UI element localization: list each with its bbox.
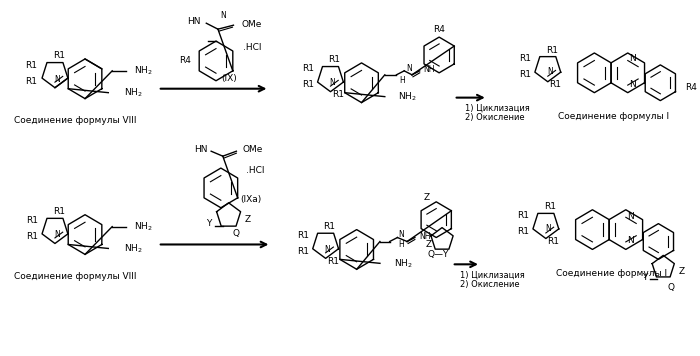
Text: Q—Y: Q—Y: [428, 250, 449, 259]
Text: R1: R1: [25, 77, 38, 86]
Text: Z: Z: [426, 240, 431, 249]
Text: R1: R1: [52, 207, 65, 216]
Text: 2) Окисление: 2) Окисление: [459, 280, 519, 289]
Text: R1: R1: [519, 54, 531, 63]
Text: R1: R1: [332, 90, 344, 99]
Text: R1: R1: [52, 52, 65, 61]
Text: NH$_2$: NH$_2$: [124, 87, 143, 99]
Text: N: N: [406, 64, 412, 73]
Text: R1: R1: [519, 70, 531, 79]
Text: Z: Z: [679, 267, 685, 276]
Text: NH$_2$: NH$_2$: [393, 257, 412, 269]
Text: R1: R1: [27, 216, 38, 225]
Text: R1: R1: [546, 46, 558, 54]
Text: NH$_2$: NH$_2$: [134, 220, 152, 233]
Text: H: H: [398, 240, 404, 249]
Text: R1: R1: [328, 257, 340, 266]
Text: 1) Циклизация: 1) Циклизация: [459, 271, 524, 280]
Text: N: N: [547, 67, 552, 76]
Text: N: N: [629, 80, 636, 89]
Text: Y: Y: [206, 219, 211, 228]
Text: R1: R1: [25, 61, 38, 70]
Text: Соединение формулы I: Соединение формулы I: [556, 269, 667, 278]
Text: R1: R1: [517, 227, 529, 236]
Text: R1: R1: [544, 202, 556, 211]
Text: N: N: [54, 230, 60, 239]
Text: R1: R1: [297, 247, 309, 256]
Text: R1: R1: [302, 80, 314, 89]
Text: R4: R4: [433, 25, 445, 34]
Text: OMe: OMe: [242, 145, 262, 154]
Text: .HCl: .HCl: [246, 166, 265, 174]
Text: Q: Q: [667, 283, 674, 292]
Text: Соединение формулы VIII: Соединение формулы VIII: [14, 272, 136, 281]
Text: R4: R4: [179, 56, 191, 66]
Text: NH$_2$: NH$_2$: [134, 64, 152, 77]
Text: N: N: [325, 245, 330, 254]
Text: R4: R4: [685, 83, 697, 92]
Text: (IX): (IX): [222, 74, 237, 83]
Text: NH: NH: [424, 66, 435, 74]
Text: N: N: [627, 212, 634, 221]
Text: R1: R1: [547, 237, 559, 246]
Text: R1: R1: [27, 232, 38, 241]
Text: HN: HN: [187, 17, 200, 26]
Text: R1: R1: [328, 56, 340, 64]
Text: N: N: [330, 78, 335, 87]
Text: N: N: [545, 224, 551, 233]
Text: Y: Y: [643, 273, 648, 282]
Text: HN: HN: [194, 145, 207, 154]
Text: R1: R1: [517, 211, 529, 220]
Text: R1: R1: [297, 231, 309, 240]
Text: N: N: [627, 236, 634, 245]
Text: N: N: [398, 230, 404, 239]
Text: R1: R1: [302, 64, 314, 73]
Text: N: N: [220, 11, 225, 20]
Text: NH: NH: [419, 232, 430, 241]
Text: 2) Окисление: 2) Окисление: [466, 113, 525, 122]
Text: 1) Циклизация: 1) Циклизация: [466, 104, 530, 113]
Text: Соединение формулы I: Соединение формулы I: [558, 112, 669, 121]
Text: NH$_2$: NH$_2$: [398, 90, 417, 103]
Text: Соединение формулы VIII: Соединение формулы VIII: [14, 116, 136, 125]
Text: Z: Z: [424, 193, 430, 202]
Text: .HCl: .HCl: [243, 42, 262, 52]
Text: R1: R1: [550, 80, 561, 89]
Text: H: H: [400, 76, 405, 85]
Text: NH$_2$: NH$_2$: [124, 242, 143, 255]
Text: (IXa): (IXa): [240, 195, 262, 204]
Text: R1: R1: [323, 222, 335, 231]
Text: N: N: [54, 75, 60, 84]
Text: Z: Z: [244, 215, 251, 224]
Text: OMe: OMe: [241, 20, 262, 29]
Text: N: N: [629, 54, 636, 63]
Text: Q: Q: [232, 229, 239, 238]
